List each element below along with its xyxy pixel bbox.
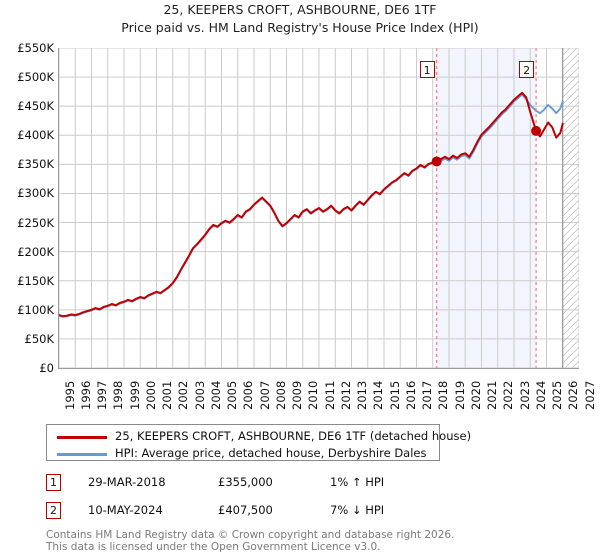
x-axis-tick-label: 2022: [501, 380, 516, 410]
transaction-date: 29-MAR-2018: [88, 475, 166, 489]
chart-title: 25, KEEPERS CROFT, ASHBOURNE, DE6 1TF: [163, 2, 437, 17]
chart-subtitle: Price paid vs. HM Land Registry's House …: [121, 20, 479, 35]
x-axis-tick-label: 2005: [225, 380, 239, 410]
plot-area: [58, 48, 579, 369]
footer-line-2: This data is licensed under the Open Gov…: [46, 541, 381, 553]
x-axis-tick-label: 2021: [485, 380, 499, 410]
y-axis-tick-label: £100K: [17, 302, 54, 317]
marker-flag-2: 2: [519, 61, 535, 78]
x-axis-tick-label: 2017: [420, 380, 434, 410]
y-axis-tick-label: £450K: [17, 99, 54, 114]
highlight-band: [436, 48, 537, 368]
x-axis-tick-label: 2014: [371, 380, 386, 410]
legend-item: HPI: Average price, detached house, Derb…: [47, 445, 439, 463]
transaction-hpi-delta: 7% ↓ HPI: [330, 503, 385, 517]
x-axis-tick-label: 1998: [111, 380, 126, 410]
x-axis-tick-label: 2008: [273, 380, 288, 410]
x-axis-tick-label: 1997: [95, 380, 109, 410]
legend-label: 25, KEEPERS CROFT, ASHBOURNE, DE6 1TF (d…: [115, 429, 472, 443]
x-axis-tick-label: 2019: [452, 380, 467, 410]
x-axis-tick-label: 2015: [387, 380, 402, 410]
transaction-badge: 2: [46, 502, 61, 519]
x-axis-tick-label: 2001: [160, 380, 174, 410]
y-axis-tick-label: £300K: [17, 186, 54, 201]
x-axis-tick-label: 2009: [290, 380, 304, 410]
legend-label: HPI: Average price, detached house, Derb…: [115, 446, 427, 460]
x-axis-tick-label: 2020: [468, 380, 483, 410]
x-axis-tick-label: 1996: [78, 380, 93, 410]
x-axis-tick-label: 1999: [127, 380, 142, 410]
x-axis-tick-label: 2016: [403, 380, 418, 410]
chart-canvas: [59, 48, 579, 368]
x-axis-tick-label: 2003: [192, 380, 207, 410]
legend-color-swatch: [57, 453, 107, 456]
legend-item: 25, KEEPERS CROFT, ASHBOURNE, DE6 1TF (d…: [47, 428, 471, 446]
x-axis-tick-label: 2026: [566, 380, 581, 410]
y-axis-tick-label: £400K: [17, 128, 54, 143]
transaction-price: £355,000: [218, 475, 273, 489]
y-axis-tick-label: £550K: [17, 41, 54, 55]
marker-dot-1: [431, 156, 442, 167]
y-axis-labels: £0 £50K £100K £150K £200K £250K £300K £350K £400…: [0, 0, 54, 560]
x-axis-tick-label: 2010: [306, 380, 321, 410]
transaction-row: 1 29-MAR-2018 £355,000 1% ↑ HPI: [46, 474, 466, 494]
x-axis-tick-label: 2004: [208, 380, 223, 410]
chart-legend: 25, KEEPERS CROFT, ASHBOURNE, DE6 1TF (d…: [46, 424, 471, 463]
future-region: [562, 48, 579, 368]
y-axis-tick-label: £50K: [24, 331, 55, 346]
y-axis-tick-label: £250K: [17, 215, 54, 230]
transaction-price: £407,500: [218, 503, 273, 517]
series-line-price-paid: [59, 91, 564, 318]
x-axis-tick-label: 2000: [143, 380, 158, 410]
transaction-date: 10-MAY-2024: [88, 503, 163, 517]
x-axis-tick-label: 2018: [436, 380, 451, 410]
x-axis-tick-label: 2012: [338, 380, 353, 410]
x-axis-tick-label: 2007: [257, 380, 272, 410]
marker-dot-2: [531, 125, 542, 136]
x-axis-tick-label: 2023: [517, 380, 532, 410]
transaction-row: 2 10-MAY-2024 £407,500 7% ↓ HPI: [46, 502, 466, 522]
footer-attribution: Contains HM Land Registry data © Crown c…: [46, 529, 586, 553]
x-axis-tick-label: 2013: [355, 380, 369, 410]
x-axis-tick-label: 2006: [241, 380, 256, 410]
legend-color-swatch: [57, 436, 107, 439]
marker-flag-1: 1: [419, 61, 435, 78]
transaction-badge: 1: [46, 474, 61, 491]
x-axis-tick-label: 2027: [582, 380, 597, 410]
x-axis-tick-label: 2025: [550, 380, 564, 410]
y-axis-tick-label: £0: [39, 361, 54, 375]
x-axis-tick-label: 1995: [62, 380, 77, 410]
footer-line-1: Contains HM Land Registry data © Crown c…: [46, 529, 455, 541]
x-axis-tick-label: 2024: [533, 380, 548, 410]
y-axis-tick-label: £150K: [17, 273, 54, 288]
x-axis-tick-label: 2002: [176, 380, 191, 410]
y-axis-tick-label: £200K: [17, 244, 54, 259]
y-axis-tick-label: £350K: [17, 157, 54, 172]
x-axis-tick-label: 2011: [322, 380, 337, 410]
transaction-hpi-delta: 1% ↑ HPI: [330, 475, 385, 489]
y-axis-tick-label: £500K: [17, 70, 54, 85]
